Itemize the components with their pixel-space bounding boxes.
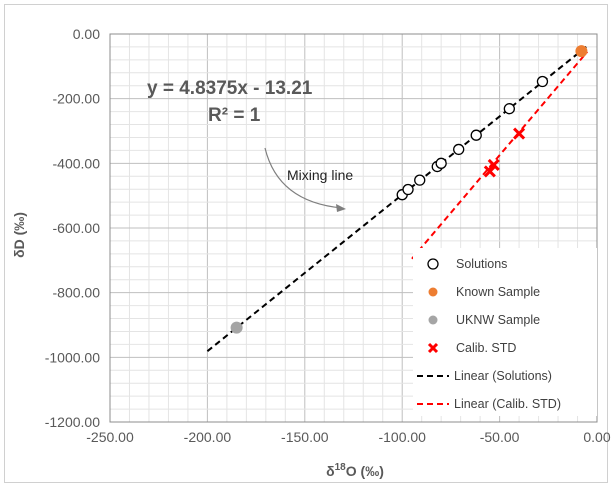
data-point-stroke: [483, 165, 496, 178]
y-axis-title: δD (‰): [11, 212, 27, 258]
data-point: [483, 165, 496, 178]
legend-label: Solutions: [456, 257, 507, 271]
legend-background: [413, 248, 597, 416]
annotation-arrowhead: [336, 204, 346, 212]
data-point: [503, 103, 515, 115]
data-point: [513, 127, 526, 140]
y-tick-label: -400.00: [53, 155, 101, 171]
y-tick-label: -1200.00: [45, 414, 100, 430]
r-squared-label: R² = 1: [208, 105, 261, 126]
legend-label: Linear (Calib. STD): [454, 397, 561, 411]
legend-label: Known Sample: [456, 285, 540, 299]
legend-swatch: [428, 287, 438, 297]
x-tick-label: -150.00: [281, 429, 329, 445]
data-point: [453, 143, 465, 156]
x-tick-label: -100.00: [378, 429, 426, 445]
data-point: [575, 45, 588, 58]
legend-swatch: [428, 315, 438, 325]
data-point: [435, 157, 447, 169]
data-point: [470, 129, 482, 141]
legend-label: Linear (Solutions): [454, 369, 552, 383]
legend-swatch-stroke: [427, 342, 439, 354]
regression-equation: y = 4.8375x - 13.21: [147, 78, 313, 99]
data-point: [536, 75, 549, 88]
trend-line: [411, 51, 589, 260]
data-point-stroke: [513, 127, 526, 140]
y-tick-label: 0.00: [73, 26, 100, 42]
legend-swatch: [427, 258, 439, 270]
x-tick-label: 0.00: [583, 429, 610, 445]
data-point: [402, 183, 414, 196]
legend-swatch: [427, 342, 439, 354]
trend-lines: [206, 45, 589, 352]
data-point-stroke: [487, 158, 500, 172]
annotation-arrow: [264, 147, 343, 209]
x-tick-label: -200.00: [184, 429, 232, 445]
y-tick-label: -800.00: [53, 285, 101, 301]
mixing-line-annotation: Mixing line: [287, 167, 353, 183]
data-points: [230, 45, 588, 334]
y-tick-label: -200.00: [53, 91, 101, 107]
legend-label: Calib. STD: [456, 341, 516, 355]
trend-line: [206, 45, 588, 352]
tick-labels: -250.00 -200.00 -150.00 -100.00 -50.00 0.00 0.…: [45, 26, 611, 445]
y-tick-label: -600.00: [53, 220, 101, 236]
data-point: [230, 321, 243, 334]
data-point: [414, 174, 426, 186]
x-axis-title: δ18O (‰): [326, 462, 384, 479]
x-tick-label: -50.00: [480, 429, 520, 445]
axes: [109, 33, 598, 423]
x-tick-label: -250.00: [86, 429, 134, 445]
plot-area-border: [109, 33, 598, 423]
y-tick-label: -1000.00: [45, 349, 100, 365]
data-point: [487, 158, 500, 172]
legend: Solutions Known Sample UKNW Sample Calib. S…: [413, 248, 597, 416]
legend-label: UKNW Sample: [456, 313, 540, 327]
